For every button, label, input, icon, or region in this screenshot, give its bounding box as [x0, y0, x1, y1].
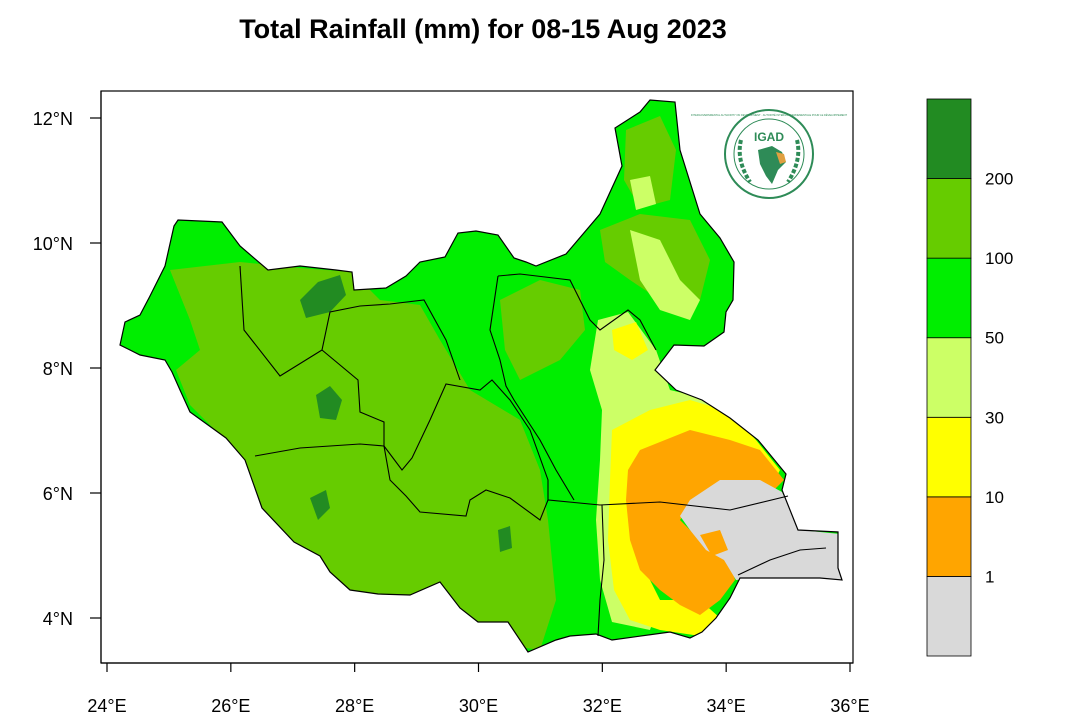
legend-swatch [926, 337, 972, 418]
zone-10-30-north [612, 322, 648, 360]
state-boundary [737, 547, 827, 576]
legend-swatch [926, 257, 972, 339]
zone-over-200-a [300, 275, 346, 318]
logo-text: IGAD [754, 130, 784, 144]
legend: 1 10 30 50 100 200 [926, 98, 1013, 657]
y-tick-label: 8°N [43, 359, 73, 379]
y-tick-label: 12°N [33, 109, 73, 129]
map-title: Total Rainfall (mm) for 08-15 Aug 2023 [239, 14, 727, 44]
legend-label: 10 [985, 488, 1004, 507]
logo-laurel-right [786, 139, 801, 184]
state-boundaries [239, 265, 827, 637]
zone-over-200-b [316, 386, 342, 420]
zone-under-1 [680, 480, 842, 580]
country-outline [119, 99, 843, 653]
y-tick-label: 4°N [43, 609, 73, 629]
state-boundary [254, 349, 385, 457]
logo-ring-text: INTERGOVERNMENTAL AUTHORITY ON DEVELOPME… [691, 112, 848, 117]
x-tick-label: 32°E [583, 696, 622, 716]
x-tick-label: 36°E [830, 696, 869, 716]
state-boundary [383, 445, 789, 521]
zone-over-200-c [310, 490, 330, 520]
state-boundary [239, 265, 461, 381]
x-tick-label: 26°E [211, 696, 250, 716]
x-tick-label: 24°E [87, 696, 126, 716]
zone-over-200-d [498, 526, 512, 552]
y-tick-label: 10°N [33, 234, 73, 254]
igad-logo: IGAD INTERGOVERNMENTAL AUTHORITY ON DEVE… [691, 109, 848, 199]
state-boundary [497, 273, 657, 351]
zone-under-1-spot [700, 530, 728, 556]
zone-30-50-far-north [630, 176, 656, 210]
legend-swatch [926, 416, 972, 498]
zone-30-50-north [630, 230, 700, 320]
legend-label: 30 [985, 408, 1004, 427]
legend-swatch [926, 496, 972, 577]
legend-label: 50 [985, 329, 1004, 348]
logo-region-highlight [776, 152, 786, 164]
legend-label: 100 [985, 249, 1013, 268]
x-tick-label: 28°E [335, 696, 374, 716]
logo-laurel-left [737, 139, 752, 184]
state-boundary [489, 275, 575, 501]
legend-label: 200 [985, 170, 1013, 189]
x-axis: 24°E 26°E 28°E 30°E 32°E 34°E 36°E [87, 662, 870, 716]
legend-swatch [926, 576, 972, 657]
legend-label: 1 [985, 567, 994, 586]
x-tick-label: 30°E [459, 696, 498, 716]
zone-1-10 [626, 430, 784, 615]
y-axis: 12°N 10°N 8°N 6°N 4°N [33, 91, 102, 663]
state-boundary [383, 379, 549, 500]
legend-swatch [926, 98, 972, 179]
x-tick-label: 34°E [707, 696, 746, 716]
y-tick-label: 6°N [43, 484, 73, 504]
state-boundary [597, 504, 605, 637]
legend-swatch [926, 178, 972, 259]
zone-100-200-northeast [500, 280, 585, 380]
